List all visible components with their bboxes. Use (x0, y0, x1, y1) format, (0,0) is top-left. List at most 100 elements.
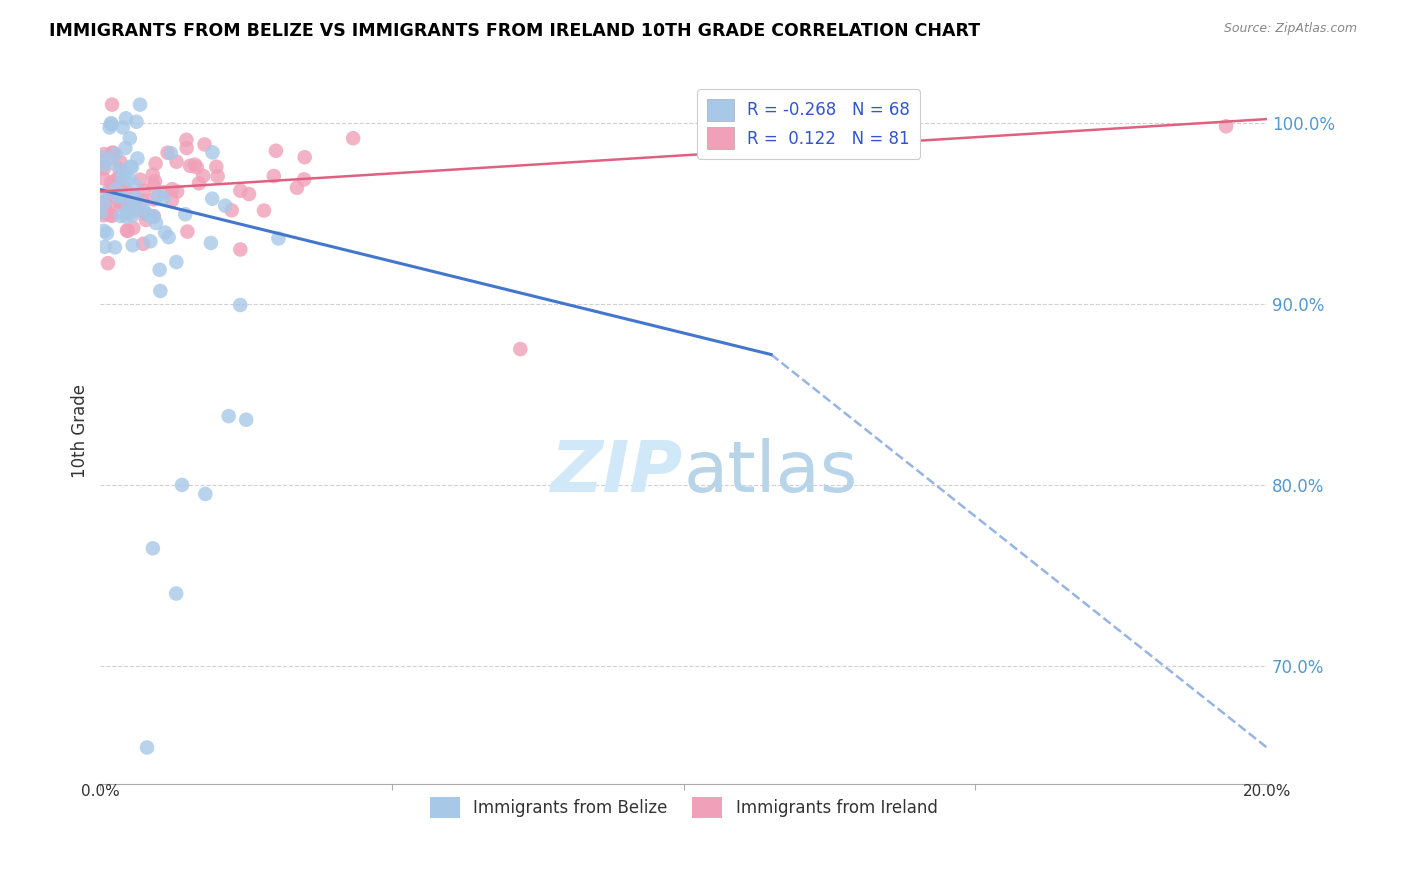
Point (149, 284, 172, 298)
Point (122, 221, 145, 235)
Point (143, 210, 166, 224)
Point (91, 208, 114, 222)
Point (93, 196, 115, 211)
Point (101, 156, 124, 170)
Point (146, 188, 169, 202)
Point (238, 187, 260, 202)
Text: Source: ZipAtlas.com: Source: ZipAtlas.com (1223, 22, 1357, 36)
Point (91, 150, 114, 164)
Point (292, 172, 315, 186)
Point (89, 206, 111, 220)
Point (145, 216, 167, 230)
Point (136, 740, 159, 755)
Point (176, 225, 198, 239)
Point (111, 171, 134, 186)
Point (165, 255, 187, 269)
Point (101, 97, 124, 112)
Point (165, 586, 187, 600)
Point (342, 131, 364, 145)
Point (285, 180, 308, 194)
Point (201, 192, 224, 206)
Point (132, 202, 155, 216)
Point (141, 209, 163, 223)
Point (111, 163, 134, 178)
Point (170, 478, 193, 492)
Text: 20.0%: 20.0% (1243, 784, 1291, 798)
Point (135, 207, 157, 221)
Point (153, 226, 176, 240)
Point (91, 171, 114, 186)
Point (110, 188, 132, 202)
Point (135, 213, 157, 227)
Point (166, 185, 188, 199)
Point (101, 209, 124, 223)
Point (104, 240, 127, 254)
Point (91, 158, 114, 172)
Point (101, 145, 124, 160)
Point (142, 210, 165, 224)
Point (97, 256, 120, 270)
Point (110, 155, 132, 169)
Point (176, 133, 198, 147)
Point (129, 97, 152, 112)
Point (176, 141, 198, 155)
Point (107, 171, 129, 186)
Point (91, 158, 114, 172)
Text: atlas: atlas (683, 439, 858, 508)
Point (118, 172, 141, 186)
Point (115, 210, 138, 224)
Point (235, 413, 257, 427)
Point (201, 145, 224, 160)
Point (94, 202, 117, 216)
Point (117, 206, 139, 220)
Point (205, 160, 228, 174)
Point (142, 193, 165, 207)
Text: IMMIGRANTS FROM BELIZE VS IMMIGRANTS FROM IRELAND 10TH GRADE CORRELATION CHART: IMMIGRANTS FROM BELIZE VS IMMIGRANTS FRO… (49, 22, 980, 40)
Point (93, 147, 115, 161)
Point (94, 206, 117, 220)
Point (193, 137, 215, 152)
Point (218, 409, 240, 423)
Point (115, 223, 138, 237)
Point (103, 174, 125, 188)
Point (98, 152, 121, 166)
Point (101, 184, 124, 198)
Point (98, 205, 121, 219)
Point (145, 156, 167, 170)
Point (124, 178, 146, 192)
Point (122, 190, 145, 204)
Point (91, 195, 114, 210)
Point (143, 174, 166, 188)
Point (94, 240, 117, 254)
Point (96, 226, 118, 240)
Point (139, 234, 162, 248)
Point (98, 208, 121, 222)
Point (100, 118, 122, 132)
Point (129, 172, 152, 186)
Point (105, 182, 128, 196)
Point (263, 169, 285, 183)
Point (117, 199, 139, 213)
Point (1215, 120, 1237, 134)
Point (108, 194, 131, 209)
Point (103, 145, 125, 160)
Point (187, 177, 209, 191)
Point (93, 161, 115, 176)
Point (110, 190, 132, 204)
Point (108, 162, 131, 177)
Point (114, 141, 136, 155)
Point (124, 190, 146, 204)
Point (160, 194, 183, 208)
Point (229, 298, 252, 312)
Point (160, 182, 183, 196)
Point (93, 224, 115, 238)
Point (160, 146, 183, 161)
Point (132, 236, 155, 251)
Point (131, 194, 153, 208)
Point (229, 243, 252, 257)
Point (294, 150, 316, 164)
Point (121, 208, 143, 222)
Point (184, 158, 207, 172)
Point (111, 120, 134, 135)
Point (118, 198, 141, 212)
